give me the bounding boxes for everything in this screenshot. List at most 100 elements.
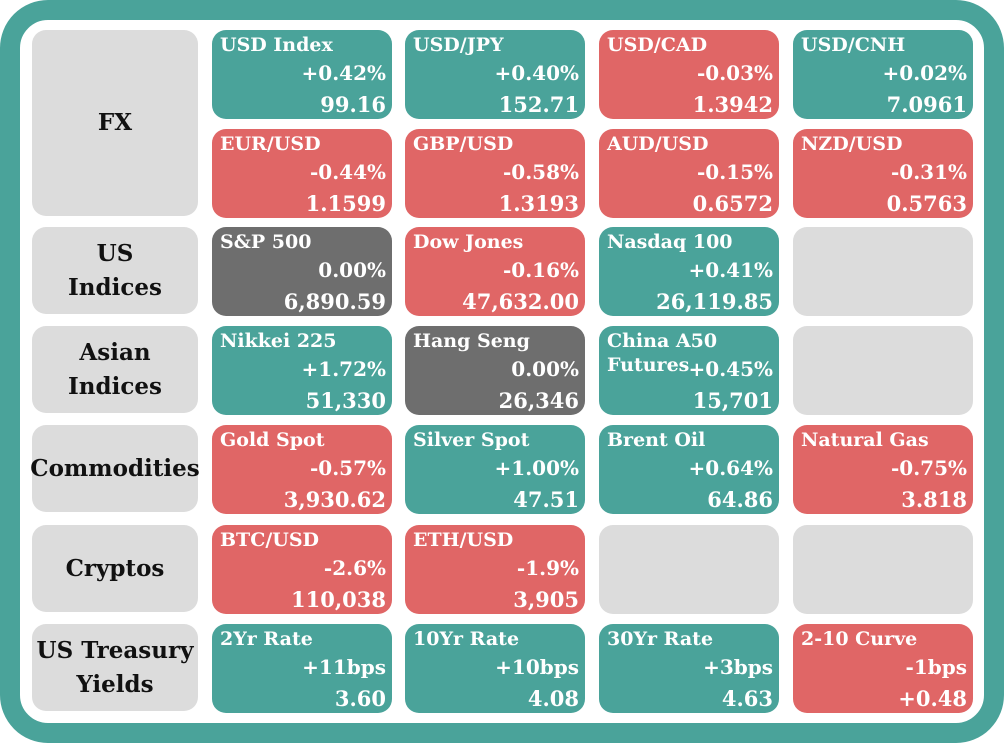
quote-name: GBP/USD <box>413 133 514 155</box>
quote-value: 0.5763 <box>886 191 967 216</box>
quote-name: S&P 500 <box>220 231 312 253</box>
quote-value: 3.60 <box>334 686 386 711</box>
quote-name: Nasdaq 100 <box>607 231 733 253</box>
quote-value: 99.16 <box>320 92 386 117</box>
quote-value: 110,038 <box>291 587 386 612</box>
empty-tile <box>599 525 779 614</box>
quote-value: 7.0961 <box>886 92 967 117</box>
quote-name: USD/JPY <box>413 34 504 56</box>
quote-name: 30Yr Rate <box>607 628 714 650</box>
quote-value: 1.3942 <box>692 92 773 117</box>
quote-value: 26,346 <box>498 388 579 413</box>
quote-name: 2Yr Rate <box>220 628 313 650</box>
quote-value: 15,701 <box>692 388 773 413</box>
row-label-cryptos: Cryptos <box>32 525 198 612</box>
quote-tile-nasdaq-100: Nasdaq 100 +0.41% 26,119.85 <box>599 227 779 316</box>
quote-value: 47.51 <box>513 487 579 512</box>
quote-tile-dow-jones: Dow Jones -0.16% 47,632.00 <box>405 227 585 316</box>
quote-value: 47,632.00 <box>462 289 579 314</box>
quote-tile-2-10-curve: 2-10 Curve -1bps +0.48 <box>793 624 973 713</box>
quote-name: USD/CAD <box>607 34 708 56</box>
quote-tile-s-p-500: S&P 500 0.00% 6,890.59 <box>212 227 392 316</box>
quote-change: +1.00% <box>494 456 579 480</box>
quote-tile-nikkei-225: Nikkei 225 +1.72% 51,330 <box>212 326 392 415</box>
quote-tile-usd-cnh: USD/CNH +0.02% 7.0961 <box>793 30 973 119</box>
quote-value: 152.71 <box>498 92 579 117</box>
quote-name: ETH/USD <box>413 529 514 551</box>
quote-tile-aud-usd: AUD/USD -0.15% 0.6572 <box>599 129 779 218</box>
row-label-line: Indices <box>68 372 162 400</box>
quote-name: EUR/USD <box>220 133 321 155</box>
empty-tile <box>793 227 973 316</box>
quote-value: +0.48 <box>898 686 967 711</box>
row-label-us-indices: US Indices <box>32 227 198 314</box>
quote-value: 4.08 <box>527 686 579 711</box>
quote-name: 10Yr Rate <box>413 628 520 650</box>
quote-change: +3bps <box>703 655 773 679</box>
quote-tile-silver-spot: Silver Spot +1.00% 47.51 <box>405 425 585 514</box>
quote-tile-usd-jpy: USD/JPY +0.40% 152.71 <box>405 30 585 119</box>
empty-tile <box>793 326 973 415</box>
row-label-line: Cryptos <box>65 554 165 582</box>
quote-name: Brent Oil <box>607 429 706 451</box>
quote-name: China A50 Futures <box>607 330 718 376</box>
quote-name: Gold Spot <box>220 429 325 451</box>
quote-value: 3.818 <box>901 487 967 512</box>
row-label-line: Yields <box>76 670 154 698</box>
row-label-line: US <box>96 239 134 267</box>
empty-tile <box>793 525 973 614</box>
quote-value: 1.3193 <box>498 191 579 216</box>
quote-change: 0.00% <box>511 357 579 381</box>
quote-tile-hang-seng: Hang Seng 0.00% 26,346 <box>405 326 585 415</box>
quote-tile-china-a50-futures: China A50 Futures +0.45% 15,701 <box>599 326 779 415</box>
quote-change: -0.15% <box>696 160 773 184</box>
quote-name: 2-10 Curve <box>801 628 918 650</box>
quote-change: +0.02% <box>882 61 967 85</box>
row-label-line: Indices <box>68 273 162 301</box>
quote-value: 0.6572 <box>692 191 773 216</box>
quote-name: USD Index <box>220 34 333 56</box>
quote-change: +1.72% <box>301 357 386 381</box>
quote-tile-eth-usd: ETH/USD -1.9% 3,905 <box>405 525 585 614</box>
quote-tile-btc-usd: BTC/USD -2.6% 110,038 <box>212 525 392 614</box>
quote-name: Silver Spot <box>413 429 530 451</box>
row-label-line: Commodities <box>30 454 200 482</box>
quote-change: +10bps <box>495 655 579 679</box>
quote-change: +0.64% <box>688 456 773 480</box>
quote-change: -0.31% <box>890 160 967 184</box>
quote-value: 4.63 <box>721 686 773 711</box>
quote-tile-usd-cad: USD/CAD -0.03% 1.3942 <box>599 30 779 119</box>
quote-tile-brent-oil: Brent Oil +0.64% 64.86 <box>599 425 779 514</box>
quote-tile-natural-gas: Natural Gas -0.75% 3.818 <box>793 425 973 514</box>
quote-change: -0.16% <box>502 258 579 282</box>
quote-change: -0.58% <box>502 160 579 184</box>
quote-change: -0.44% <box>309 160 386 184</box>
quote-value: 51,330 <box>305 388 386 413</box>
quote-tile-gold-spot: Gold Spot -0.57% 3,930.62 <box>212 425 392 514</box>
quote-tile-10yr-rate: 10Yr Rate +10bps 4.08 <box>405 624 585 713</box>
quote-change: +11bps <box>302 655 386 679</box>
quote-tile-30yr-rate: 30Yr Rate +3bps 4.63 <box>599 624 779 713</box>
row-label-us-treasury-yields: US Treasury Yields <box>32 624 198 711</box>
quote-change: -1.9% <box>516 556 579 580</box>
quote-change: -0.57% <box>309 456 386 480</box>
quote-name: Nikkei 225 <box>220 330 337 352</box>
quote-tile-gbp-usd: GBP/USD -0.58% 1.3193 <box>405 129 585 218</box>
row-label-line: US Treasury <box>36 636 194 664</box>
row-label-asian-indices: Asian Indices <box>32 326 198 413</box>
row-label-fx: FX <box>32 30 198 216</box>
row-label-line: FX <box>97 109 133 136</box>
quote-name: Hang Seng <box>413 330 530 352</box>
quote-change: -0.75% <box>890 456 967 480</box>
row-label-commodities: Commodities <box>30 425 200 512</box>
quote-change: -2.6% <box>323 556 386 580</box>
quote-change: -1bps <box>905 655 967 679</box>
quote-value: 64.86 <box>707 487 773 512</box>
quote-name: Natural Gas <box>801 429 929 451</box>
row-label-line: Asian <box>79 338 151 366</box>
quote-tile-usd-index: USD Index +0.42% 99.16 <box>212 30 392 119</box>
quote-tile-2yr-rate: 2Yr Rate +11bps 3.60 <box>212 624 392 713</box>
quote-value: 6,890.59 <box>283 289 386 314</box>
quote-name: Dow Jones <box>413 231 524 253</box>
quote-value: 1.1599 <box>305 191 386 216</box>
